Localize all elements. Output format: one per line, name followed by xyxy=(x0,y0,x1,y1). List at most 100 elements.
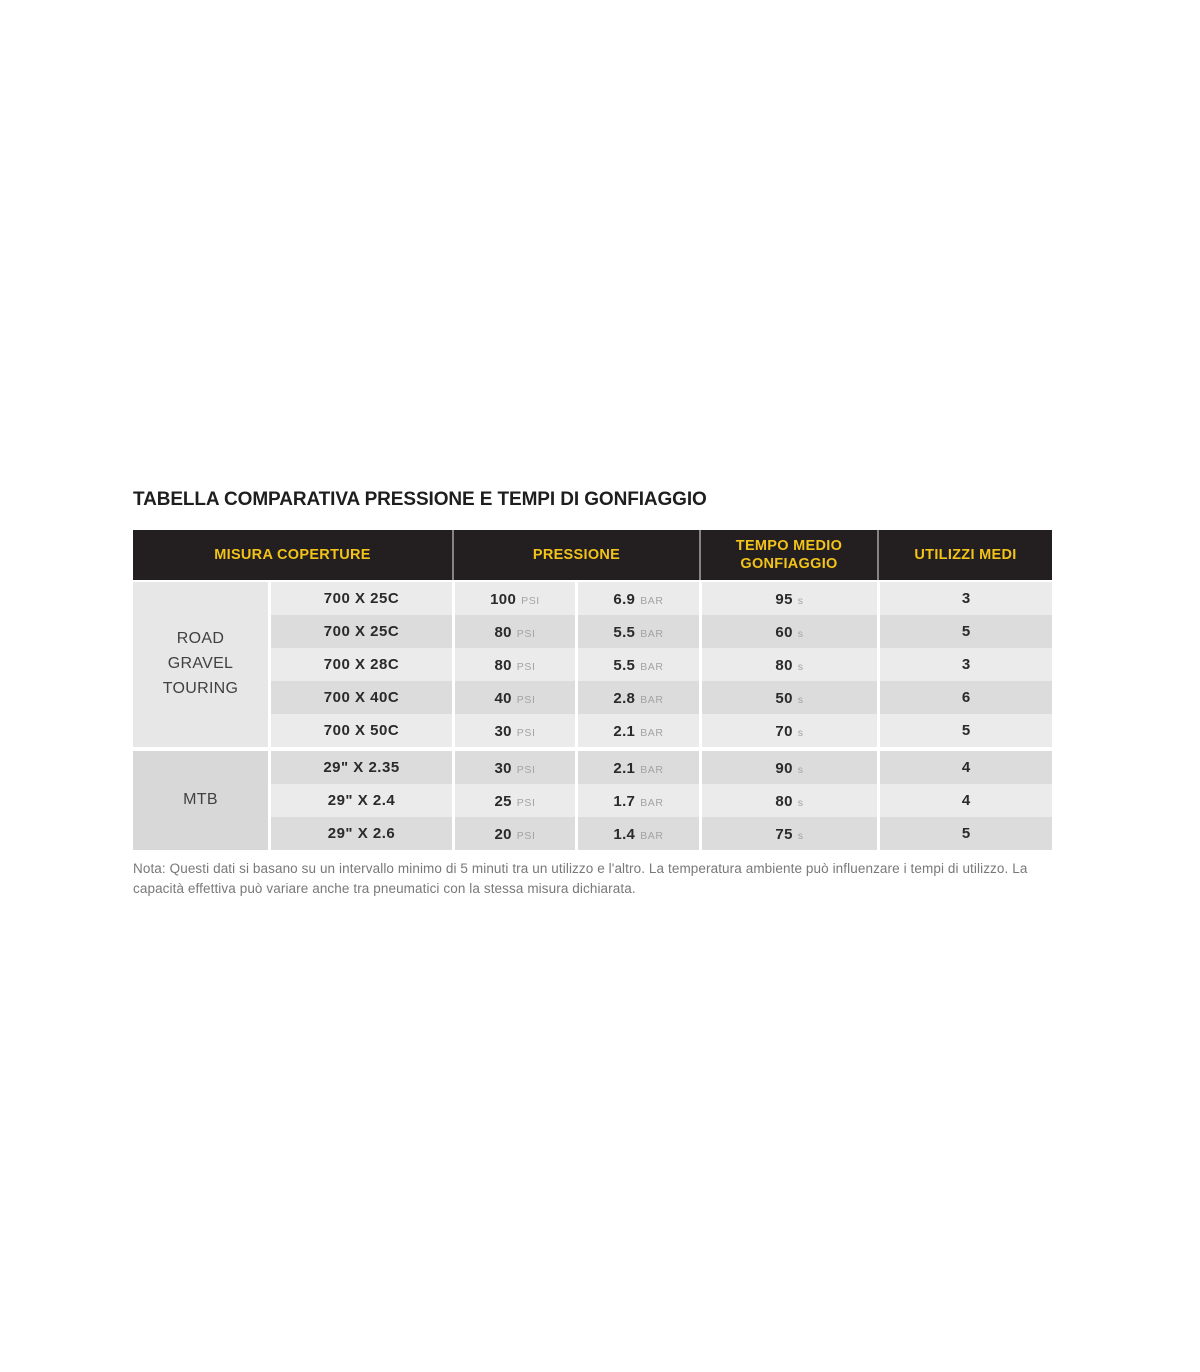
bar-unit: BAR xyxy=(640,661,664,673)
bar-cell: 1.4 BAR xyxy=(575,817,699,850)
bar-cell: 1.7 BAR xyxy=(575,784,699,817)
bar-cell: 5.5 BAR xyxy=(575,615,699,648)
header-utilizzi-medi: UTILIZZI MEDI xyxy=(877,530,1052,580)
tempo-cell: 90 s xyxy=(699,751,877,784)
bar-cell: 6.9 BAR xyxy=(575,582,699,615)
psi-value: 100 xyxy=(490,591,517,608)
psi-unit: PSI xyxy=(516,628,536,640)
utilizzi-value: 3 xyxy=(961,590,971,607)
psi-unit: PSI xyxy=(516,764,536,776)
tempo-value: 60 xyxy=(775,624,793,641)
utilizzi-value: 5 xyxy=(961,825,971,842)
tire-size-cell: 700 X 25C xyxy=(268,582,452,615)
psi-unit: PSI xyxy=(516,661,536,673)
psi-cell: 80 PSI xyxy=(452,648,575,681)
bar-cell: 2.1 BAR xyxy=(575,751,699,784)
psi-unit: PSI xyxy=(521,595,540,607)
footnote: Nota: Questi dati si basano su un interv… xyxy=(133,861,1028,897)
comparison-section: TABELLA COMPARATIVA PRESSIONE E TEMPI DI… xyxy=(133,489,1052,900)
utilizzi-value: 4 xyxy=(961,759,971,776)
bar-value: 2.8 xyxy=(613,690,636,707)
psi-value: 30 xyxy=(494,760,512,777)
tire-size-cell: 29" X 2.4 xyxy=(268,784,452,817)
psi-unit: PSI xyxy=(516,694,536,706)
bar-unit: BAR xyxy=(640,797,664,809)
seconds-unit: s xyxy=(797,830,804,842)
bar-cell: 2.1 BAR xyxy=(575,714,699,747)
psi-value: 40 xyxy=(494,690,512,707)
seconds-unit: s xyxy=(797,628,804,640)
tempo-cell: 50 s xyxy=(699,681,877,714)
bar-value: 1.7 xyxy=(613,793,636,810)
psi-cell: 25 PSI xyxy=(452,784,575,817)
header-tempo-medio-gonfiaggio: TEMPO MEDIO GONFIAGGIO xyxy=(699,530,877,580)
tire-size-cell: 700 X 40C xyxy=(268,681,452,714)
utilizzi-value: 3 xyxy=(961,656,971,673)
psi-cell: 20 PSI xyxy=(452,817,575,850)
bar-value: 6.9 xyxy=(613,591,636,608)
bar-cell: 5.5 BAR xyxy=(575,648,699,681)
bar-unit: BAR xyxy=(640,830,664,842)
tire-size-cell: 700 X 28C xyxy=(268,648,452,681)
header-misura-coperture: MISURA COPERTURE xyxy=(133,530,452,580)
tire-size-cell: 700 X 25C xyxy=(268,615,452,648)
psi-cell: 30 PSI xyxy=(452,751,575,784)
tempo-value: 95 xyxy=(775,591,793,608)
seconds-unit: s xyxy=(797,764,804,776)
tire-size-cell: 700 X 50C xyxy=(268,714,452,747)
bar-unit: BAR xyxy=(640,764,664,776)
utilizzi-value: 5 xyxy=(961,623,971,640)
tempo-cell: 60 s xyxy=(699,615,877,648)
tempo-value: 70 xyxy=(775,723,793,740)
seconds-unit: s xyxy=(797,727,804,739)
psi-cell: 30 PSI xyxy=(452,714,575,747)
tempo-value: 80 xyxy=(775,657,793,674)
utilizzi-value: 4 xyxy=(961,792,971,809)
tempo-cell: 80 s xyxy=(699,784,877,817)
bar-unit: BAR xyxy=(640,628,664,640)
tempo-cell: 70 s xyxy=(699,714,877,747)
bar-value: 2.1 xyxy=(613,760,636,777)
seconds-unit: s xyxy=(797,797,804,809)
bar-value: 5.5 xyxy=(613,624,636,641)
psi-cell: 80 PSI xyxy=(452,615,575,648)
utilizzi-cell: 4 xyxy=(877,751,1052,784)
psi-unit: PSI xyxy=(516,797,536,809)
psi-value: 25 xyxy=(494,793,512,810)
tire-size-cell: 29" X 2.6 xyxy=(268,817,452,850)
group-label-road-gravel-touring: ROAD GRAVEL TOURING xyxy=(133,582,268,747)
psi-cell: 100 PSI xyxy=(452,582,575,615)
bar-value: 2.1 xyxy=(613,723,636,740)
psi-value: 80 xyxy=(494,624,512,641)
psi-unit: PSI xyxy=(516,830,536,842)
tempo-value: 90 xyxy=(775,760,793,777)
psi-value: 30 xyxy=(494,723,512,740)
bar-value: 5.5 xyxy=(613,657,636,674)
utilizzi-value: 6 xyxy=(961,689,971,706)
utilizzi-cell: 3 xyxy=(877,648,1052,681)
utilizzi-cell: 6 xyxy=(877,681,1052,714)
psi-unit: PSI xyxy=(516,727,536,739)
bar-cell: 2.8 BAR xyxy=(575,681,699,714)
seconds-unit: s xyxy=(797,694,804,706)
utilizzi-value: 5 xyxy=(961,722,971,739)
group-label-mtb: MTB xyxy=(133,751,268,850)
utilizzi-cell: 5 xyxy=(877,714,1052,747)
psi-value: 20 xyxy=(494,826,512,843)
tempo-cell: 75 s xyxy=(699,817,877,850)
utilizzi-cell: 4 xyxy=(877,784,1052,817)
bar-unit: BAR xyxy=(640,694,664,706)
bar-unit: BAR xyxy=(640,727,664,739)
seconds-unit: s xyxy=(797,595,804,607)
tempo-value: 50 xyxy=(775,690,793,707)
bar-unit: BAR xyxy=(640,595,664,607)
tempo-value: 75 xyxy=(775,826,793,843)
tempo-value: 80 xyxy=(775,793,793,810)
tempo-cell: 80 s xyxy=(699,648,877,681)
tempo-cell: 95 s xyxy=(699,582,877,615)
bar-value: 1.4 xyxy=(613,826,636,843)
pressure-comparison-table: MISURA COPERTURE PRESSIONE TEMPO MEDIO G… xyxy=(133,530,1052,850)
utilizzi-cell: 5 xyxy=(877,615,1052,648)
psi-cell: 40 PSI xyxy=(452,681,575,714)
